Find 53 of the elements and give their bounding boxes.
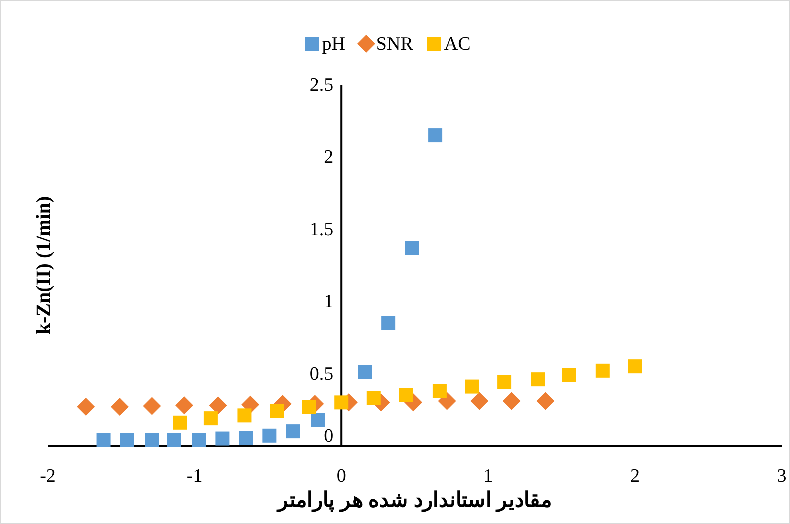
point xyxy=(311,413,326,428)
point xyxy=(562,368,576,382)
point xyxy=(110,398,129,416)
point xyxy=(96,433,111,448)
y-tick-label: 0 xyxy=(324,426,334,447)
point xyxy=(358,365,372,380)
point xyxy=(239,431,254,446)
point xyxy=(209,396,228,415)
point xyxy=(399,388,414,402)
point xyxy=(531,372,546,387)
point xyxy=(145,433,160,448)
point xyxy=(192,433,206,448)
y-tick-label: 0.5 xyxy=(310,364,334,385)
legend-label: SNR xyxy=(376,34,414,55)
point xyxy=(536,392,555,410)
x-tick-label: 3 xyxy=(777,466,787,487)
legend-label: AC xyxy=(444,34,471,55)
x-tick-label: -1 xyxy=(186,466,203,487)
point xyxy=(302,400,316,414)
point xyxy=(286,424,300,439)
y-tick-label: 2.5 xyxy=(310,75,334,96)
point xyxy=(366,391,381,406)
point xyxy=(334,396,349,410)
point xyxy=(176,396,194,415)
point xyxy=(628,360,642,374)
point xyxy=(405,241,420,256)
x-axis-title: مقادیر استاندارد شده هر پارامتر xyxy=(276,488,552,513)
y-axis-title: k-Zn(II) (1/min) xyxy=(33,196,55,335)
point xyxy=(167,433,182,448)
point xyxy=(77,398,96,416)
x-tick-label: -2 xyxy=(40,466,56,487)
x-tick-label: 2 xyxy=(630,466,640,487)
point xyxy=(498,375,512,390)
point xyxy=(120,433,134,448)
x-tick-label: 1 xyxy=(484,466,494,487)
point xyxy=(596,364,610,378)
point xyxy=(432,384,447,398)
point xyxy=(216,432,230,446)
y-tick-label: 2 xyxy=(324,147,334,168)
point xyxy=(428,128,443,143)
point xyxy=(270,404,284,418)
y-tick-label: 1 xyxy=(324,292,334,313)
point xyxy=(470,392,489,410)
legend-label: pH xyxy=(322,34,346,55)
point xyxy=(502,392,521,410)
point xyxy=(143,397,162,416)
y-tick-label: 1.5 xyxy=(310,219,334,240)
point xyxy=(465,380,480,394)
point xyxy=(262,428,277,443)
point xyxy=(238,408,252,423)
point xyxy=(204,412,218,426)
point xyxy=(382,316,396,330)
point xyxy=(173,416,188,430)
